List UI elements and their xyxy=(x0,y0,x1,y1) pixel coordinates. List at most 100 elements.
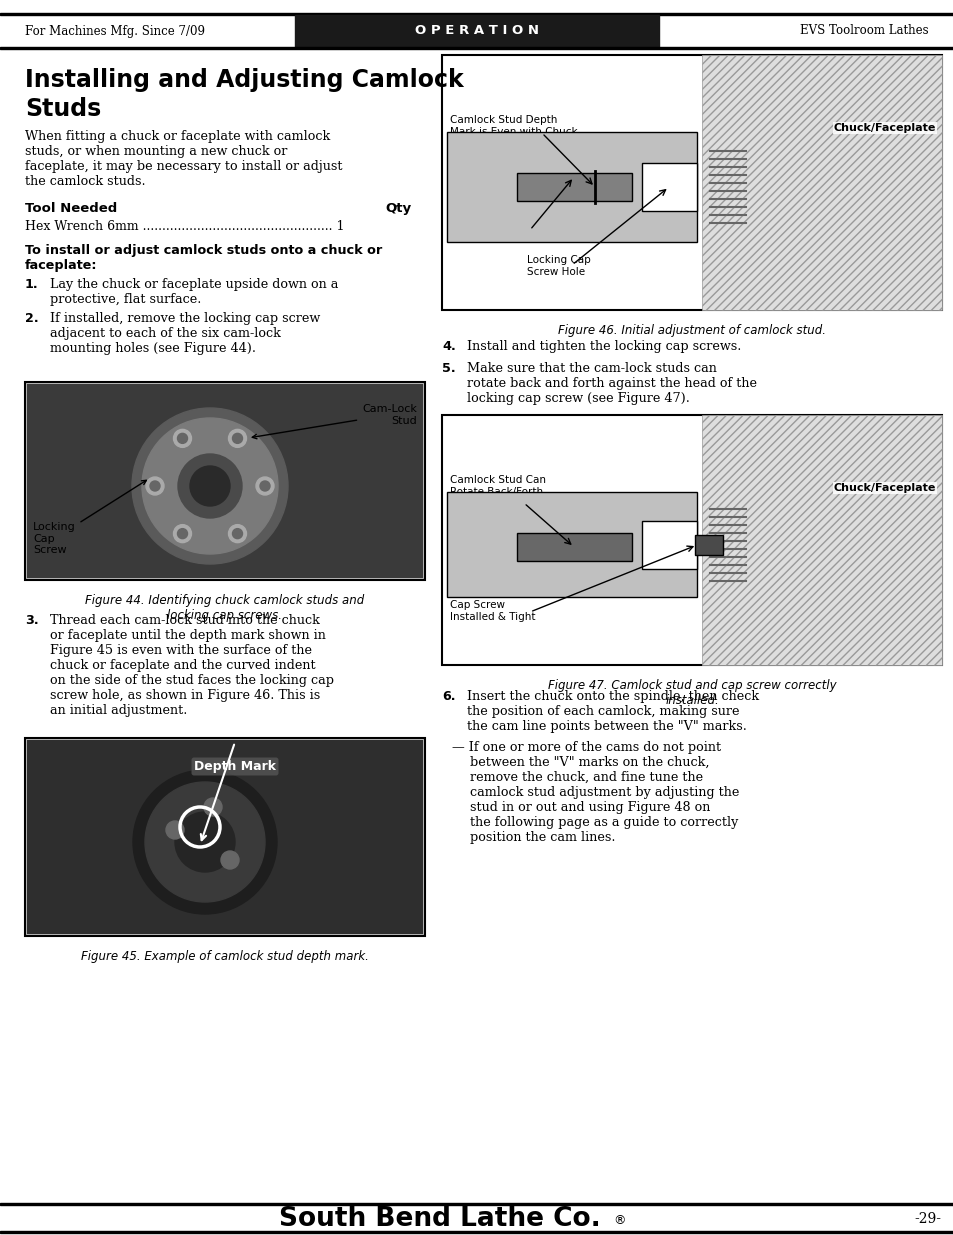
Bar xyxy=(701,56,941,310)
Text: Make sure that the cam-lock studs can: Make sure that the cam-lock studs can xyxy=(467,362,716,375)
Circle shape xyxy=(255,477,274,495)
Text: between the "V" marks on the chuck,: between the "V" marks on the chuck, xyxy=(470,756,709,769)
Bar xyxy=(441,56,941,310)
Circle shape xyxy=(173,525,192,542)
Text: Chuck/Faceplate: Chuck/Faceplate xyxy=(833,483,935,493)
Bar xyxy=(441,415,941,664)
Bar xyxy=(0,1231,953,1233)
Text: -29-: -29- xyxy=(914,1212,941,1226)
Bar xyxy=(0,1203,953,1205)
Bar xyxy=(25,382,424,580)
Text: position the cam lines.: position the cam lines. xyxy=(470,831,615,844)
Bar xyxy=(517,173,631,201)
Text: 1.: 1. xyxy=(25,278,38,291)
Circle shape xyxy=(233,529,242,538)
Text: screw hole, as shown in Figure 46. This is: screw hole, as shown in Figure 46. This … xyxy=(50,689,320,701)
Text: 4.: 4. xyxy=(441,340,456,353)
Text: remove the chuck, and fine tune the: remove the chuck, and fine tune the xyxy=(470,771,702,784)
Text: Figure 46. Initial adjustment of camlock stud.: Figure 46. Initial adjustment of camlock… xyxy=(558,324,825,337)
Circle shape xyxy=(177,433,188,443)
Text: South Bend Lathe Co.: South Bend Lathe Co. xyxy=(279,1207,600,1233)
Text: Thread each cam-lock stud into the chuck: Thread each cam-lock stud into the chuck xyxy=(50,614,319,627)
Text: Figure 45 is even with the surface of the: Figure 45 is even with the surface of th… xyxy=(50,643,312,657)
Bar xyxy=(641,521,697,569)
Text: the camlock studs.: the camlock studs. xyxy=(25,175,146,188)
Text: or faceplate until the depth mark shown in: or faceplate until the depth mark shown … xyxy=(50,629,326,642)
Text: faceplate, it may be necessary to install or adjust: faceplate, it may be necessary to instal… xyxy=(25,161,342,173)
Text: stud in or out and using Figure 48 on: stud in or out and using Figure 48 on xyxy=(470,802,710,814)
Text: Figure 47. Camlock stud and cap screw correctly
installed.: Figure 47. Camlock stud and cap screw co… xyxy=(547,679,836,706)
Text: 5.: 5. xyxy=(441,362,456,375)
Bar xyxy=(27,740,422,934)
Circle shape xyxy=(178,454,242,517)
Text: Hex Wrench 6mm ................................................. 1: Hex Wrench 6mm .........................… xyxy=(25,220,344,233)
Circle shape xyxy=(177,529,188,538)
Text: 3.: 3. xyxy=(25,614,38,627)
Text: 6.: 6. xyxy=(441,690,455,703)
Text: Camlock Stud Can
Rotate Back/Forth
Slightly: Camlock Stud Can Rotate Back/Forth Sligh… xyxy=(450,475,545,508)
Text: mounting holes (see Figure 44).: mounting holes (see Figure 44). xyxy=(50,342,255,354)
Text: Qty: Qty xyxy=(385,203,412,215)
Bar xyxy=(0,47,953,49)
Text: camlock stud adjustment by adjusting the: camlock stud adjustment by adjusting the xyxy=(470,785,739,799)
Text: Depth Mark: Depth Mark xyxy=(193,760,275,773)
Text: For Machines Mfg. Since 7/09: For Machines Mfg. Since 7/09 xyxy=(25,25,205,37)
Text: Tool Needed: Tool Needed xyxy=(25,203,117,215)
Text: rotate back and forth against the head of the: rotate back and forth against the head o… xyxy=(467,377,757,390)
Text: Camlock Stud: Camlock Stud xyxy=(450,220,522,230)
Text: an initial adjustment.: an initial adjustment. xyxy=(50,704,187,718)
Text: 2.: 2. xyxy=(25,312,38,325)
Text: Camlock Stud Depth
Mark is Even with Chuck
or Faceplate Surface: Camlock Stud Depth Mark is Even with Chu… xyxy=(450,115,577,148)
Text: studs, or when mounting a new chuck or: studs, or when mounting a new chuck or xyxy=(25,144,287,158)
Text: If installed, remove the locking cap screw: If installed, remove the locking cap scr… xyxy=(50,312,320,325)
Text: Chuck/Faceplate: Chuck/Faceplate xyxy=(833,124,935,133)
Bar xyxy=(0,14,953,15)
Bar xyxy=(294,15,659,47)
Text: adjacent to each of the six cam-lock: adjacent to each of the six cam-lock xyxy=(50,327,280,340)
Circle shape xyxy=(145,782,265,902)
Text: Locking
Cap
Screw: Locking Cap Screw xyxy=(33,480,146,556)
Bar xyxy=(695,535,722,555)
Circle shape xyxy=(229,525,246,542)
Circle shape xyxy=(132,408,288,564)
Text: — If one or more of the cams do not point: — If one or more of the cams do not poin… xyxy=(452,741,720,755)
Text: To install or adjust camlock studs onto a chuck or: To install or adjust camlock studs onto … xyxy=(25,245,382,257)
Text: Locking Cap
Screw Hole: Locking Cap Screw Hole xyxy=(526,254,590,277)
Text: Lay the chuck or faceplate upside down on a: Lay the chuck or faceplate upside down o… xyxy=(50,278,338,291)
Text: Installing and Adjusting Camlock: Installing and Adjusting Camlock xyxy=(25,68,463,91)
Text: Install and tighten the locking cap screws.: Install and tighten the locking cap scre… xyxy=(467,340,740,353)
Text: locking cap screw (see Figure 47).: locking cap screw (see Figure 47). xyxy=(467,391,689,405)
Text: When fitting a chuck or faceplate with camlock: When fitting a chuck or faceplate with c… xyxy=(25,130,330,143)
Circle shape xyxy=(233,433,242,443)
Bar xyxy=(25,739,424,936)
Bar xyxy=(447,132,697,242)
Circle shape xyxy=(132,769,276,914)
Bar xyxy=(27,384,422,578)
Circle shape xyxy=(174,811,234,872)
Text: Figure 44. Identifying chuck camlock studs and
locking cap screws.: Figure 44. Identifying chuck camlock stu… xyxy=(85,594,364,622)
Circle shape xyxy=(146,477,164,495)
Text: chuck or faceplate and the curved indent: chuck or faceplate and the curved indent xyxy=(50,659,315,672)
Text: on the side of the stud faces the locking cap: on the side of the stud faces the lockin… xyxy=(50,674,334,687)
Text: Insert the chuck onto the spindle, then check: Insert the chuck onto the spindle, then … xyxy=(467,690,759,703)
Text: ®: ® xyxy=(613,1214,625,1228)
Circle shape xyxy=(142,417,277,555)
Circle shape xyxy=(229,430,246,447)
Circle shape xyxy=(173,430,192,447)
Bar xyxy=(641,163,697,211)
Text: O P E R A T I O N: O P E R A T I O N xyxy=(415,25,538,37)
Circle shape xyxy=(166,821,184,839)
Text: faceplate:: faceplate: xyxy=(25,259,97,272)
Bar xyxy=(447,492,697,597)
Text: Cap Screw
Installed & Tight: Cap Screw Installed & Tight xyxy=(450,600,535,621)
Circle shape xyxy=(221,851,239,869)
Text: EVS Toolroom Lathes: EVS Toolroom Lathes xyxy=(800,25,928,37)
Text: the cam line points between the "V" marks.: the cam line points between the "V" mark… xyxy=(467,720,746,734)
Text: protective, flat surface.: protective, flat surface. xyxy=(50,293,201,306)
Text: Studs: Studs xyxy=(25,98,101,121)
Text: the position of each camlock, making sure: the position of each camlock, making sur… xyxy=(467,705,739,718)
Text: the following page as a guide to correctly: the following page as a guide to correct… xyxy=(470,816,738,829)
Text: Figure 45. Example of camlock stud depth mark.: Figure 45. Example of camlock stud depth… xyxy=(81,950,369,963)
Circle shape xyxy=(260,480,270,492)
Circle shape xyxy=(150,480,160,492)
